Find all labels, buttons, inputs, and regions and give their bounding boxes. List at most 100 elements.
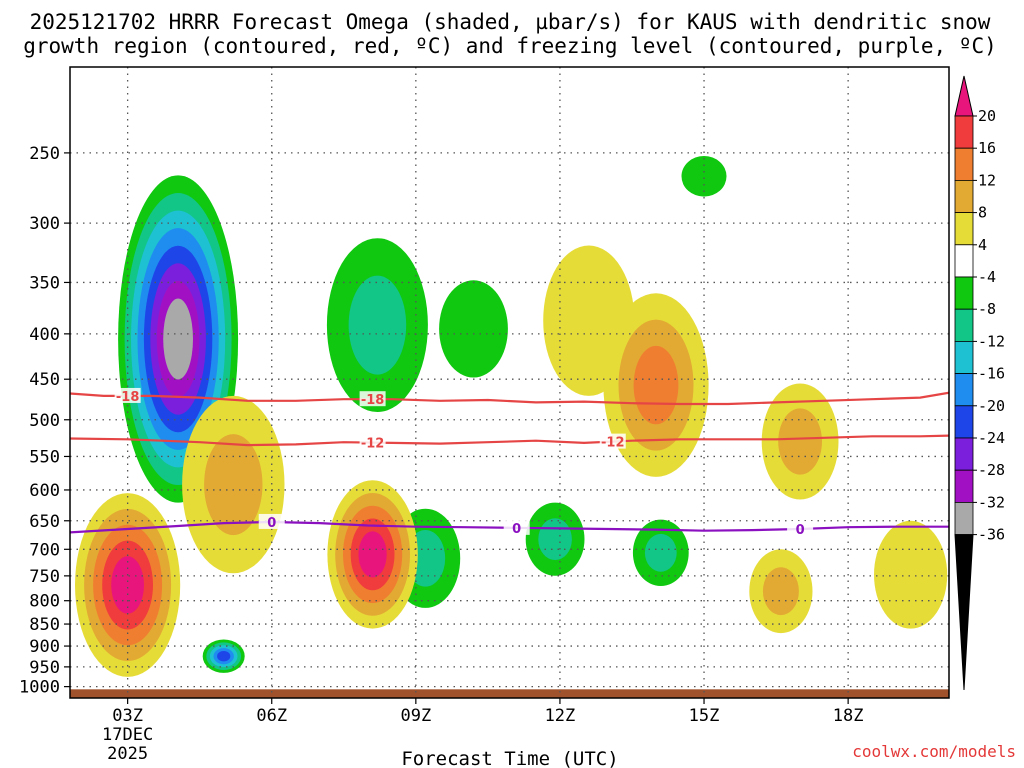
colorbar-label-2: 12 [978,171,996,189]
contour-label-bg-dgz-minus12-1 [599,433,626,449]
contour-label-dgz-minus12-0: -12 [361,437,385,452]
x-tick-label-06Z: 06Z [256,706,287,726]
y-tick-label-400: 400 [29,325,60,345]
x-axis-label: Forecast Time (UTC) [401,748,618,768]
omega-feature-ascent-15z-top [681,156,727,197]
contour-label-bg-dgz-minus18-1 [359,391,386,407]
contour-label-bg-freezing-level-0-1 [503,519,530,535]
omega-feature-descent-14z [603,293,709,477]
colorbar-top-arrow [954,75,974,117]
y-tick-label-350: 350 [29,273,60,293]
contour-label-freezing-level-0-0: 0 [267,516,276,531]
x-tick-label-12Z: 12Z [545,706,576,726]
y-tick-label-700: 700 [29,540,60,560]
contour-label-dgz-minus18-1: -18 [361,393,385,408]
contour-dgz-minus12 [70,434,949,447]
omega-level-ascent-12z-m12 [538,518,572,561]
y-tick-label-500: 500 [29,411,60,431]
y-tick-label-450: 450 [29,370,60,390]
omega-level-ascent-15z-top-m8 [681,156,727,197]
chart-title-line2: growth region (contoured, red, ºC) and f… [23,34,997,58]
colorbar-segment-1 [954,147,974,181]
colorbar-segment-11 [954,469,974,503]
y-tick-label-900: 900 [29,637,60,657]
omega-level-descent-17z-8 [778,408,822,475]
omega-level-ascent-05z-m24 [217,651,231,662]
x-tick-year: 2025 [107,744,148,764]
y-tick-label-750: 750 [29,567,60,587]
omega-level-descent-05z-8 [204,434,263,536]
omega-feature-descent-05z [182,395,285,574]
colorbar-label-0: 20 [978,107,996,125]
colorbar-segment-9 [954,405,974,439]
omega-feature-descent-17z [761,383,839,500]
colorbar-label-1: 16 [978,139,996,157]
colorbar-label-4: 4 [978,236,987,254]
colorbar-segment-7 [954,340,974,374]
y-tick-label-550: 550 [29,447,60,467]
y-tick-label-850: 850 [29,615,60,635]
omega-level-ascent-14z-m12 [644,533,677,572]
omega-feature-descent-03z [75,493,181,677]
y-tick-label-300: 300 [29,214,60,234]
colorbar-segment-6 [954,308,974,342]
omega-level-ascent-08z-m12 [348,275,407,375]
plot-frame [69,66,950,699]
omega-feature-ascent-10z [439,280,508,378]
x-tick-label-09Z: 09Z [400,706,431,726]
omega-level-descent-03z-20 [111,556,144,614]
colorbar-segment-12 [954,501,974,535]
colorbar-label-13: -36 [978,526,1005,544]
omega-feature-ascent-08z [326,238,428,412]
omega-level-descent-16z-low-8 [762,567,799,616]
ground-surface [70,689,949,698]
colorbar-label-5: -4 [978,268,996,286]
omega-feature-ascent-12z [525,502,585,576]
contour-dgz-minus18 [70,391,949,406]
colorbar-segment-4 [954,244,974,278]
colorbar-label-3: 8 [978,204,987,222]
x-tick-label-15Z: 15Z [689,706,720,726]
ground-layer [70,689,949,698]
x-tick-label-03Z: 03Z [112,706,143,726]
y-tick-label-950: 950 [29,658,60,678]
omega-level-ascent-03z-2-m36 [163,298,194,380]
contour-label-bg-freezing-level-0-2 [787,520,814,536]
colorbar-segment-3 [954,212,974,246]
omega-feature-descent-19z [874,520,948,629]
colorbar-segment-2 [954,179,974,213]
y-tick-label-650: 650 [29,512,60,532]
omega-shading [75,156,948,677]
colorbar-label-6: -8 [978,300,996,318]
temperature-contours: -18 -18 -12 -12 0 0 0 [70,387,949,538]
credit-text: coolwx.com/models [852,742,1016,761]
chart-title-line1: 2025121702 HRRR Forecast Omega (shaded, … [30,10,991,34]
pressure-axis: 2503003504004505005506006507007508008509… [19,144,70,698]
contour-label-dgz-minus18-0: -18 [116,390,140,405]
omega-level-descent-14z-12 [633,345,679,425]
omega-level-descent-08z-20 [358,531,387,578]
colorbar-label-9: -20 [978,397,1005,415]
colorbar-segment-8 [954,373,974,407]
contour-label-bg-dgz-minus12-0 [359,434,386,450]
omega-feature-descent-16z-low [749,549,813,634]
y-tick-label-600: 600 [29,481,60,501]
colorbar-label-7: -12 [978,332,1005,350]
y-tick-label-1000: 1000 [19,678,60,698]
colorbar-label-11: -28 [978,461,1005,479]
omega-feature-ascent-14z [632,519,689,586]
colorbar-segment-10 [954,437,974,471]
contour-label-bg-dgz-minus18-0 [114,387,141,403]
contour-label-freezing-level-0-1: 0 [512,522,521,537]
y-tick-label-800: 800 [29,592,60,612]
contour-label-dgz-minus12-1: -12 [601,436,625,451]
grid-lines [70,67,949,698]
omega-feature-ascent-05z [202,639,245,673]
contour-label-bg-freezing-level-0-0 [258,513,285,529]
colorbar-label-12: -32 [978,493,1005,511]
colorbar-label-8: -16 [978,365,1005,383]
colorbar-segment-0 [954,115,974,149]
colorbar-segment-5 [954,276,974,310]
